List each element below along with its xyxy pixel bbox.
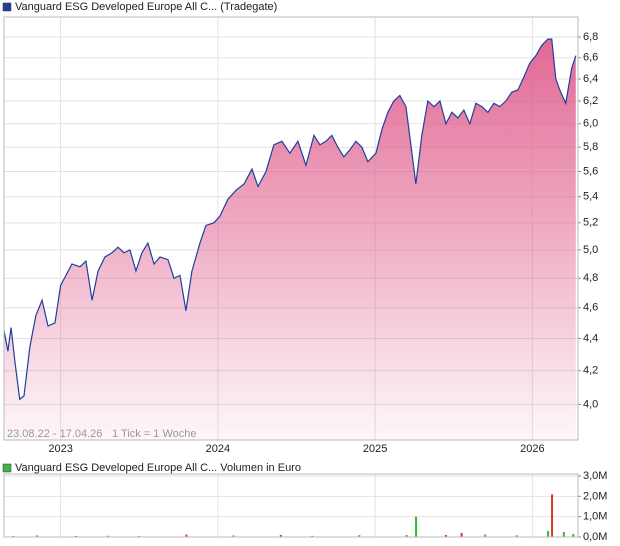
y-tick-label: 4,6 xyxy=(583,302,598,314)
volume-bar xyxy=(572,533,575,537)
y-tick-label: 1,0M xyxy=(583,511,607,523)
volume-bar xyxy=(311,535,314,537)
y-tick-label: 5,2 xyxy=(583,217,598,229)
volume-bar xyxy=(106,535,109,537)
y-tick-label: 2,0M xyxy=(583,490,607,502)
y-tick-label: 5,0 xyxy=(583,244,598,256)
y-tick-label: 6,4 xyxy=(583,73,598,85)
y-tick-label: 4,8 xyxy=(583,272,598,284)
chart-title: Vanguard ESG Developed Europe All C... V… xyxy=(15,462,301,474)
volume-bar xyxy=(405,534,408,537)
volume-bar xyxy=(138,535,141,537)
volume-bar xyxy=(484,534,487,537)
x-tick-label: 2025 xyxy=(363,443,387,455)
y-tick-label: 5,6 xyxy=(583,165,598,177)
volume-bar xyxy=(185,534,188,537)
y-tick-label: 5,8 xyxy=(583,141,598,153)
y-tick-label: 5,4 xyxy=(583,191,598,203)
area-fill xyxy=(4,39,576,441)
tick-note: 1 Tick = 1 Woche xyxy=(112,428,196,440)
y-tick-label: 6,6 xyxy=(583,52,598,64)
legend-swatch xyxy=(2,463,12,473)
chart-title: Vanguard ESG Developed Europe All C... (… xyxy=(15,1,277,13)
y-tick-label: 6,8 xyxy=(583,31,598,43)
volume-bar xyxy=(232,535,235,537)
volume-bar xyxy=(515,535,518,537)
y-tick-label: 4,0 xyxy=(583,398,598,410)
volume-bar xyxy=(547,530,550,537)
x-tick-label: 2026 xyxy=(520,443,544,455)
volume-bar xyxy=(279,534,282,537)
volume-bar xyxy=(358,535,361,537)
volume-bar xyxy=(36,535,39,537)
x-tick-label: 2024 xyxy=(206,443,230,455)
volume-bar xyxy=(12,535,15,537)
volume-bar xyxy=(415,516,418,537)
volume-bar xyxy=(551,494,554,537)
plot-frame xyxy=(3,16,579,441)
plot-frame xyxy=(3,473,579,538)
price-line xyxy=(3,38,577,401)
volume-bar xyxy=(75,535,78,537)
legend-swatch xyxy=(2,2,12,12)
volume-bar xyxy=(444,534,447,537)
y-tick-label: 6,2 xyxy=(583,95,598,107)
y-tick-label: 6,0 xyxy=(583,118,598,130)
volume-bar xyxy=(460,532,463,537)
y-tick-label: 4,4 xyxy=(583,332,598,344)
y-tick-label: 4,2 xyxy=(583,365,598,377)
y-tick-label: 3,0M xyxy=(583,470,607,482)
x-tick-label: 2023 xyxy=(48,443,72,455)
volume-bar xyxy=(562,531,565,537)
y-tick-label: 0,0M xyxy=(583,531,607,543)
date-range: 23.08.22 - 17.04.26 xyxy=(7,428,102,440)
